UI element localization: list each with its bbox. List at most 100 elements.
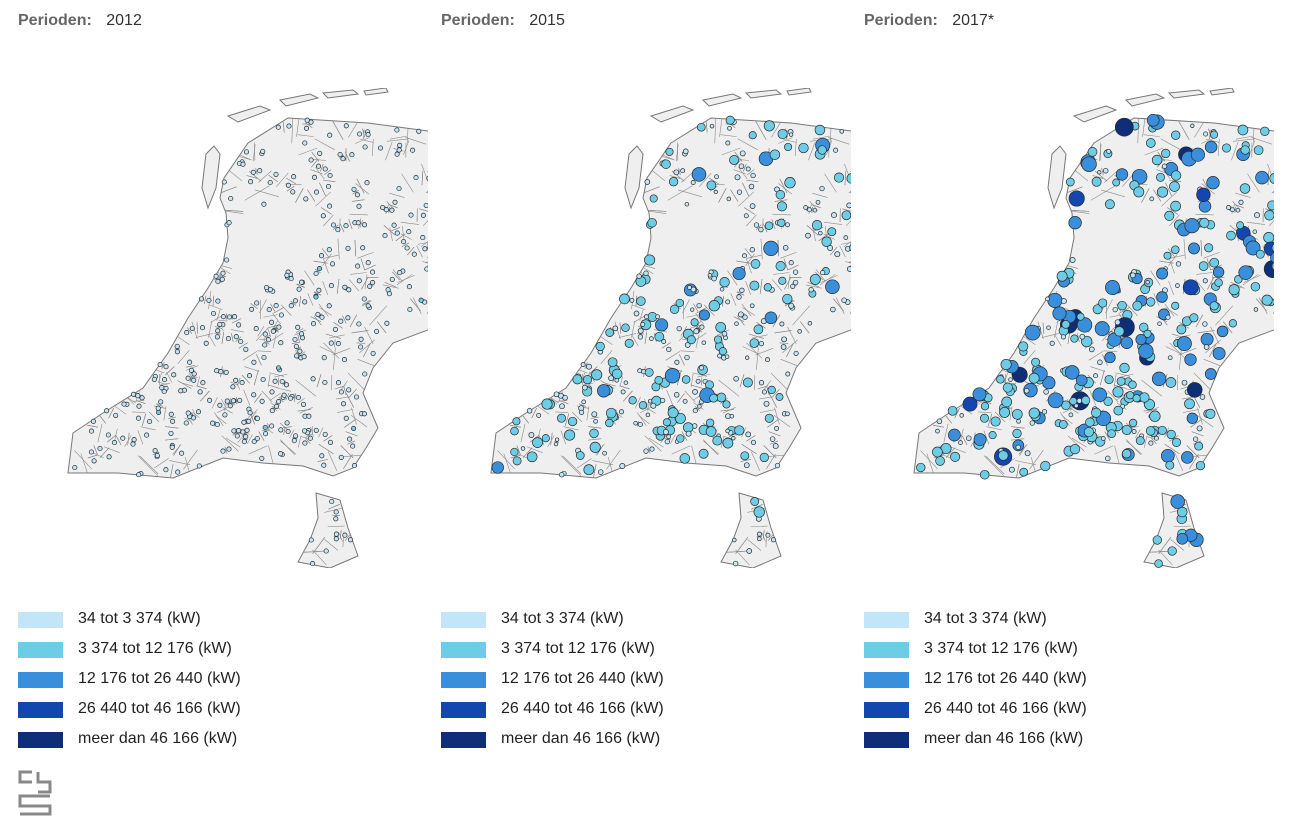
capacity-bubble: [733, 376, 739, 382]
capacity-bubble: [1195, 460, 1206, 471]
municipal-border: [211, 396, 218, 409]
capacity-bubble: [763, 400, 770, 407]
municipal-border: [770, 440, 779, 445]
municipal-border: [386, 138, 410, 142]
capacity-bubble: [676, 325, 682, 332]
capacity-bubble: [1188, 242, 1200, 255]
capacity-bubble: [732, 537, 737, 543]
capacity-bubble: [1269, 172, 1274, 184]
municipal-border: [139, 455, 159, 475]
capacity-bubble: [734, 174, 741, 181]
capacity-bubble: [526, 451, 538, 463]
capacity-bubble: [950, 451, 961, 462]
municipal-border: [177, 350, 190, 364]
capacity-bubble: [839, 128, 845, 134]
capacity-bubble: [696, 122, 706, 132]
capacity-bubble: [1121, 449, 1132, 459]
capacity-bubble: [1087, 147, 1098, 157]
municipal-border: [344, 534, 351, 541]
capacity-bubble: [763, 240, 779, 257]
municipal-border: [600, 380, 615, 389]
municipal-border: [1207, 277, 1214, 290]
capacity-bubble: [1181, 379, 1188, 386]
municipal-border: [516, 445, 521, 456]
capacity-bubble: [790, 283, 796, 289]
capacity-bubble: [1097, 170, 1102, 175]
municipal-border: [369, 305, 387, 326]
municipal-border: [697, 326, 702, 332]
municipal-border: [675, 144, 679, 162]
capacity-bubble: [394, 230, 400, 236]
land-polygon: [786, 88, 812, 96]
capacity-bubble: [1114, 117, 1134, 137]
capacity-bubble: [161, 377, 168, 383]
municipal-border: [828, 137, 850, 145]
capacity-bubble: [1157, 425, 1167, 435]
municipal-border: [748, 333, 764, 339]
municipal-border: [318, 444, 334, 455]
municipal-border: [290, 300, 297, 306]
capacity-bubble: [356, 321, 362, 327]
netherlands-map: [490, 88, 851, 568]
municipal-border: [389, 227, 393, 242]
municipal-border: [1059, 412, 1070, 426]
municipal-border: [315, 191, 331, 207]
municipal-border: [153, 451, 159, 455]
capacity-bubble: [605, 418, 614, 428]
capacity-bubble: [1131, 429, 1137, 434]
capacity-bubble: [214, 368, 220, 374]
land-polygon: [1143, 492, 1205, 568]
capacity-bubble: [294, 353, 300, 359]
capacity-bubble: [819, 185, 825, 192]
capacity-bubble: [1121, 424, 1132, 435]
capacity-bubble: [811, 220, 823, 231]
capacity-bubble: [1102, 167, 1109, 174]
capacity-bubble: [328, 283, 334, 289]
municipal-border: [332, 224, 339, 230]
municipal-border: [1150, 437, 1157, 444]
municipal-border: [1232, 138, 1256, 142]
municipal-border: [1104, 431, 1111, 441]
capacity-bubble: [217, 402, 223, 408]
capacity-bubble: [619, 463, 626, 469]
capacity-bubble: [1075, 374, 1088, 387]
capacity-bubble: [1263, 232, 1274, 244]
capacity-bubble: [1194, 441, 1204, 451]
municipal-border: [770, 372, 789, 392]
municipal-border: [758, 396, 772, 400]
period-value: 2017*: [952, 12, 995, 29]
municipal-border: [1011, 426, 1025, 429]
municipal-border: [735, 537, 749, 554]
capacity-bubble: [1092, 304, 1103, 315]
capacity-bubble: [727, 125, 732, 131]
municipal-border: [759, 409, 776, 413]
municipal-border: [1168, 254, 1185, 259]
municipal-border: [1077, 333, 1080, 343]
capacity-bubble: [808, 287, 814, 293]
municipal-border: [1166, 207, 1178, 215]
municipal-border: [1099, 370, 1105, 386]
capacity-bubble: [139, 395, 145, 401]
municipal-border: [238, 342, 248, 349]
municipal-border: [1191, 431, 1204, 437]
capacity-bubble: [220, 314, 226, 320]
municipal-border: [169, 460, 191, 466]
capacity-bubble: [1085, 417, 1095, 428]
capacity-bubble: [232, 314, 238, 320]
capacity-bubble: [589, 441, 601, 453]
capacity-bubble: [1167, 355, 1173, 361]
capacity-bubble: [597, 384, 611, 398]
municipal-border: [752, 334, 768, 339]
municipal-border: [741, 303, 752, 317]
capacity-bubble: [722, 400, 731, 409]
capacity-bubble: [311, 174, 318, 180]
municipal-border: [319, 182, 326, 197]
municipal-border: [87, 454, 98, 459]
capacity-bubble: [1199, 217, 1210, 228]
municipal-border: [555, 411, 569, 413]
capacity-bubble: [833, 147, 839, 153]
capacity-bubble: [337, 151, 343, 158]
municipal-border: [177, 380, 192, 389]
municipal-border: [746, 169, 755, 176]
capacity-bubble: [1160, 448, 1175, 463]
